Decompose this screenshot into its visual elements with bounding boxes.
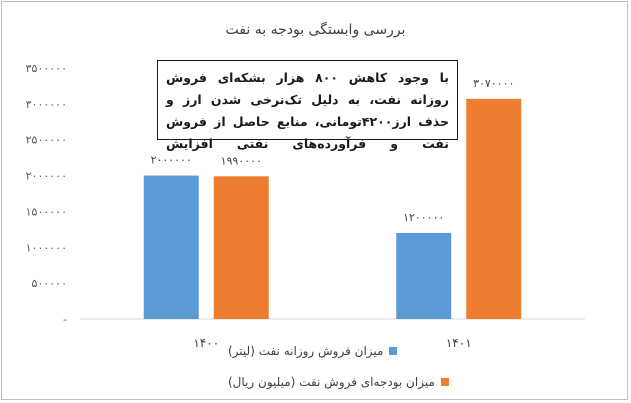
- y-tick-label: ۳۰۰۰۰۰۰: [26, 98, 67, 111]
- data-label: ۱۹۹۰۰۰۰: [221, 154, 262, 167]
- data-label: ۱۲۰۰۰۰۰: [403, 211, 444, 224]
- bar-1-2: [396, 232, 452, 319]
- legend-label-series-1: میزان فروش روزانه نفت (لیتر): [228, 344, 384, 358]
- y-tick-label: ۲۰۰۰۰۰۰: [26, 170, 67, 183]
- data-label: ۲۰۰۰۰۰۰: [151, 154, 192, 167]
- y-tick-label: ۱۵۰۰۰۰۰: [26, 205, 67, 218]
- legend-swatch-series-1: [389, 347, 398, 355]
- y-tick-label: ۲۵۰۰۰۰۰: [26, 134, 67, 147]
- legend-item-series-1: میزان فروش روزانه نفت (لیتر): [228, 344, 398, 358]
- legend-label-series-2: میزان بودجه‌ای فروش نفت (میلیون ریال): [228, 375, 435, 389]
- legend-swatch-series-2: [440, 378, 449, 386]
- data-label: ۳۰۷۰۰۰۰: [473, 77, 514, 90]
- bar-2-1: [213, 176, 269, 319]
- y-tick-label: ۱۰۰۰۰۰۰: [26, 241, 67, 254]
- bar-2-2: [466, 98, 522, 319]
- y-tick-label: ۵۰۰۰۰۰: [32, 277, 67, 290]
- x-tick-label: ۱۴۰۰: [193, 336, 219, 350]
- y-tick-label: -: [63, 313, 67, 326]
- annotation-box: با وجود کاهش ۸۰۰ هزار بشکه‌ای فروش روزان…: [157, 60, 458, 151]
- legend-item-series-2: میزان بودجه‌ای فروش نفت (میلیون ریال): [228, 375, 449, 389]
- y-tick-label: ۳۵۰۰۰۰۰: [26, 62, 67, 75]
- chart-title: بررسی وابستگی بودجه به نفت: [225, 22, 406, 38]
- x-tick-label: ۱۴۰۱: [446, 336, 472, 350]
- bar-1-1: [143, 175, 199, 319]
